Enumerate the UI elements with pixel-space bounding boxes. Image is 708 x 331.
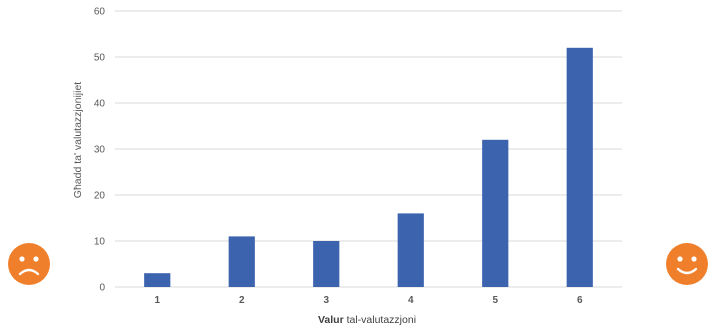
x-tick-labels: 1 2 3 4 5 6 <box>154 295 583 306</box>
bars <box>144 47 593 287</box>
x-tick-label: 4 <box>408 295 414 306</box>
x-tick-label: 2 <box>239 295 245 306</box>
sad-face-circle <box>8 243 50 285</box>
happy-face-eye-right <box>691 256 697 262</box>
x-axis-label-bold: Valur <box>318 314 344 326</box>
y-tick-label: 60 <box>94 7 106 18</box>
bar-5 <box>482 139 509 287</box>
sad-face-eye-right <box>33 256 39 262</box>
y-axis-label: Għadd ta' valutazzjonijiet <box>72 82 84 198</box>
x-tick-label: 1 <box>154 295 160 306</box>
x-axis-label-rest: tal-valutazzjoni <box>344 314 416 326</box>
happy-face-icon <box>666 243 708 285</box>
y-tick-label: 20 <box>94 191 106 202</box>
sad-face-mouth <box>18 268 40 276</box>
x-tick-label: 3 <box>323 295 329 306</box>
happy-face-mouth <box>676 267 698 275</box>
sad-face-icon <box>8 243 50 285</box>
bar-6 <box>566 47 593 287</box>
y-tick-label: 10 <box>94 237 106 248</box>
y-tick-label: 0 <box>99 283 105 294</box>
bar-1 <box>144 273 171 287</box>
x-axis-label: Valur tal-valutazzjoni <box>318 314 416 326</box>
x-tick-label: 5 <box>492 295 498 306</box>
happy-face-circle <box>666 243 708 285</box>
y-tick-labels: 0 10 20 30 40 50 60 <box>94 7 106 294</box>
happy-face-eye-left <box>677 256 683 262</box>
y-tick-label: 40 <box>94 99 106 110</box>
x-tick-label: 6 <box>577 295 583 306</box>
sad-face-eye-left <box>19 256 25 262</box>
y-tick-label: 30 <box>94 145 106 156</box>
bar-3 <box>313 241 340 287</box>
bar-2 <box>228 236 255 287</box>
bar-4 <box>397 213 424 287</box>
gridlines <box>115 10 622 288</box>
y-tick-label: 50 <box>94 53 106 64</box>
